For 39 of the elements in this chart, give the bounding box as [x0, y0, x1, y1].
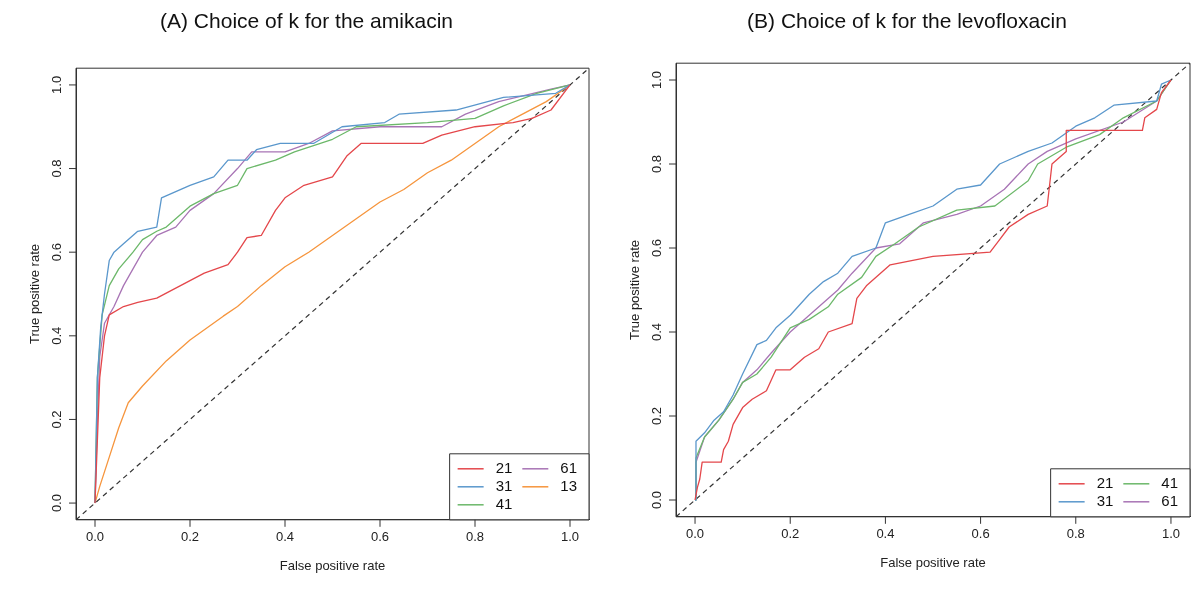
x-tick-label: 0.2 [781, 526, 800, 542]
y-tick-label: 0.8 [48, 159, 64, 178]
y-tick-label: 0.2 [48, 410, 64, 429]
x-tick-label: 0.4 [275, 529, 295, 545]
legend-label: 21 [495, 458, 513, 476]
x-tick-label: 0.2 [180, 529, 200, 545]
chart-title: (B) Choice of k for the levofloxacin [747, 9, 1067, 33]
x-tick-label: 1.0 [560, 529, 580, 545]
x-axis-title: False positive rate [880, 554, 986, 570]
legend-label: 31 [1096, 491, 1114, 509]
legend-label: 13 [560, 476, 577, 494]
x-tick-label: 0.4 [876, 526, 895, 542]
y-axis-title: True positive rate [27, 244, 43, 344]
x-tick-label: 0.8 [465, 529, 485, 545]
y-tick-label: 0.0 [648, 490, 664, 510]
y-tick-label: 0.8 [648, 154, 664, 174]
chart-title: (A) Choice of k for the amikacin [160, 9, 453, 33]
y-axis-title: True positive rate [627, 240, 643, 340]
x-tick-label: 0.8 [1066, 526, 1085, 542]
y-tick-label: 1.0 [48, 75, 64, 94]
x-tick-label: 0.0 [686, 526, 705, 542]
y-tick-label: 0.6 [48, 243, 64, 262]
x-tick-label: 0.6 [971, 526, 990, 542]
x-tick-label: 1.0 [1161, 526, 1180, 542]
y-tick-label: 1.0 [648, 70, 664, 90]
legend-label: 41 [1161, 473, 1178, 491]
y-tick-label: 0.2 [648, 406, 664, 426]
y-tick-label: 0.4 [648, 322, 664, 342]
legend-label: 61 [1161, 491, 1178, 509]
y-tick-label: 0.0 [48, 494, 64, 513]
legend-label: 61 [560, 458, 577, 476]
x-axis-title: False positive rate [279, 557, 386, 573]
legend-label: 21 [1096, 473, 1114, 491]
legend-label: 31 [495, 476, 513, 494]
x-tick-label: 0.6 [370, 529, 390, 545]
y-tick-label: 0.4 [48, 326, 64, 345]
legend-label: 41 [495, 494, 513, 512]
x-tick-label: 0.0 [85, 529, 105, 545]
y-tick-label: 0.6 [648, 238, 664, 258]
